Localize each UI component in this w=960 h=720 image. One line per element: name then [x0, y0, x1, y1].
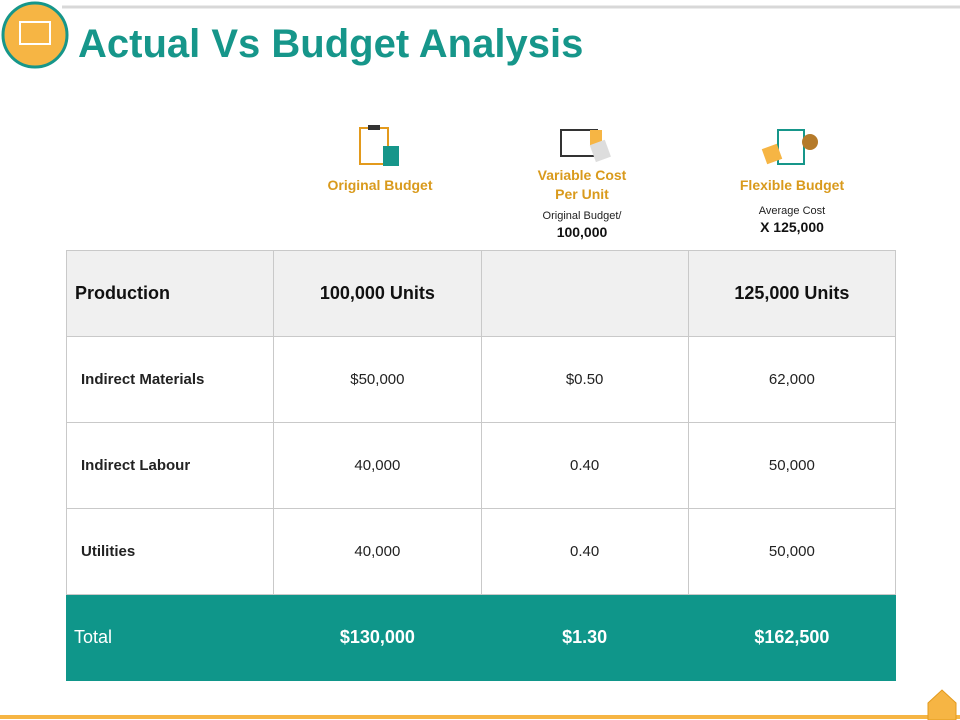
- table-cell: $0.50: [480, 336, 689, 423]
- column-title: Original Budget: [327, 177, 433, 193]
- table-row: Production 100,000 Units 125,000 Units: [65, 250, 897, 337]
- column-header: Variable Cost Per Unit Original Budget/ …: [502, 166, 662, 240]
- table-row: Total $130,000 $1.30 $162,500: [65, 594, 897, 681]
- column-note: Average Cost: [758, 205, 826, 217]
- table-cell: [480, 250, 689, 337]
- icon-variable: [560, 129, 611, 163]
- table-cell: $1.30: [480, 594, 689, 681]
- column-note: Original Budget/: [542, 210, 622, 222]
- table-cell: 50,000: [687, 508, 897, 595]
- table-cell: 0.40: [480, 508, 689, 595]
- table-cell: $130,000: [273, 594, 482, 681]
- row-label: Production: [65, 250, 275, 337]
- row-label: Utilities: [65, 508, 275, 595]
- column-title: Variable Cost Per Unit: [537, 167, 627, 202]
- table-cell: $50,000: [273, 336, 482, 423]
- logo-glyph: [19, 21, 51, 45]
- budget-table: Production 100,000 Units 125,000 Units Indi…: [65, 250, 897, 681]
- logo-icon: [1, 1, 69, 69]
- column-note-value: 100,000: [556, 224, 608, 240]
- title: Actual Vs Budget Analysis: [78, 22, 584, 66]
- column-title: Flexible Budget: [739, 177, 845, 193]
- table-cell: 62,000: [687, 336, 897, 423]
- icon-original: [359, 125, 399, 166]
- table-row: Indirect Materials $50,000 $0.50 62,000: [65, 336, 897, 423]
- table-cell: 125,000 Units: [687, 250, 897, 337]
- column-header: Original Budget: [300, 176, 460, 195]
- row-label: Indirect Materials: [65, 336, 275, 423]
- table-cell: 40,000: [273, 422, 482, 509]
- row-label: Total: [65, 594, 275, 681]
- table-row: Indirect Labour 40,000 0.40 50,000: [65, 422, 897, 509]
- table-cell: $162,500: [687, 594, 897, 681]
- table-cell: 40,000: [273, 508, 482, 595]
- icon-flexible: [761, 129, 818, 165]
- corner-icon: [927, 689, 957, 720]
- column-header: Flexible Budget Average Cost X 125,000: [712, 176, 872, 235]
- row-label: Indirect Labour: [65, 422, 275, 509]
- table-row: Utilities 40,000 0.40 50,000: [65, 508, 897, 595]
- table-cell: 0.40: [480, 422, 689, 509]
- column-note-value: X 125,000: [760, 219, 824, 235]
- table-cell: 50,000: [687, 422, 897, 509]
- table-cell: 100,000 Units: [273, 250, 482, 337]
